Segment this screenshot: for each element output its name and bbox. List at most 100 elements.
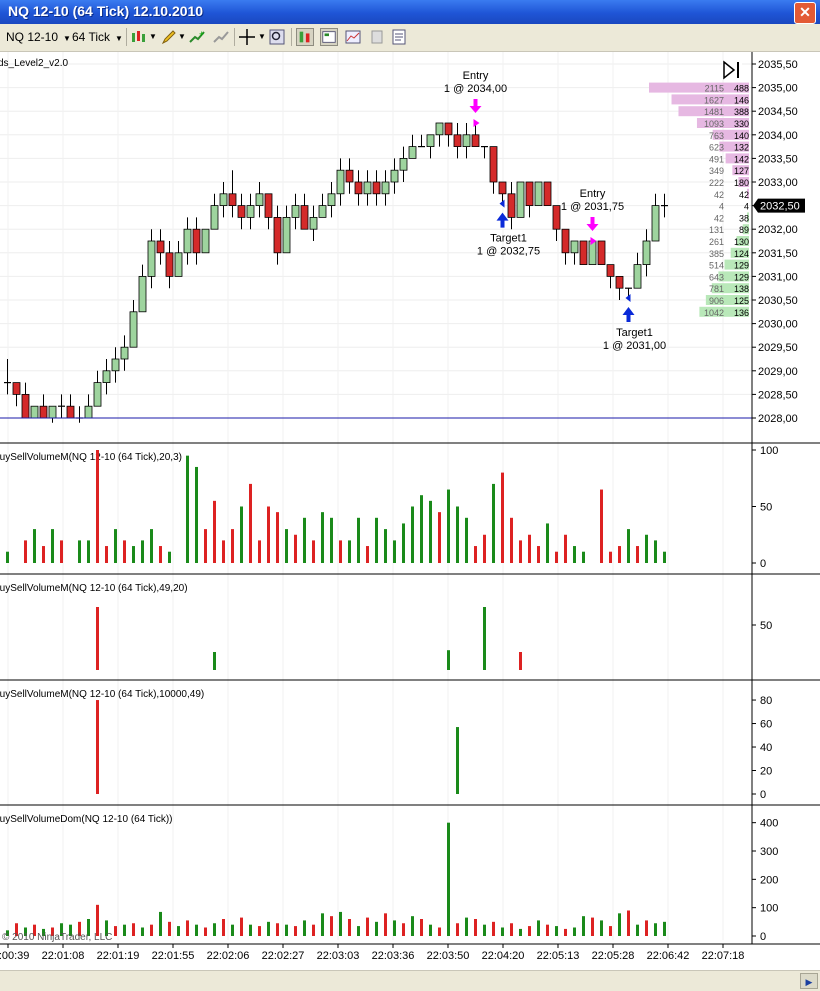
candle: [570, 240, 579, 265]
depth-volume-bar: [711, 283, 749, 294]
chart-toolbar: NQ 12-10 ▼ 64 Tick ▼ ▼ ▼ + ▼: [0, 24, 820, 52]
value-tick-label: 100: [760, 903, 778, 915]
candle-body: [192, 228, 201, 254]
candle: [39, 394, 48, 419]
depth-row: 131 89: [709, 224, 749, 235]
pencil-icon[interactable]: [160, 28, 178, 46]
depth-volume-bar: [747, 212, 749, 223]
bar-type-icon[interactable]: [130, 28, 148, 46]
value-tick-label: 200: [760, 874, 778, 886]
price-tick-label: 2034,00: [758, 130, 798, 142]
candle-body: [237, 205, 246, 218]
volume-bar: [24, 540, 27, 563]
volume-bar: [249, 924, 252, 936]
depth-volume-bar: [718, 271, 749, 282]
chart-trader-icon[interactable]: [296, 28, 314, 46]
depth-row: 623 132: [709, 141, 749, 153]
candle: [561, 228, 570, 265]
depth-size: 4: [744, 202, 749, 212]
candle: [642, 229, 651, 277]
fill-marker-icon: [625, 294, 631, 302]
candle-body: [318, 205, 327, 218]
volume-bar: [303, 517, 306, 563]
depth-volume-bar: [736, 236, 749, 246]
chart-style-icon[interactable]: [344, 28, 362, 46]
candle-body: [381, 181, 390, 195]
chevron-down-icon[interactable]: ▼: [178, 32, 186, 41]
volume-bar: [573, 546, 576, 563]
volume-bar: [618, 546, 621, 563]
data-box-icon[interactable]: [320, 28, 338, 46]
horizontal-scrollbar[interactable]: ▶: [0, 970, 820, 991]
volume-bar: [663, 551, 666, 563]
candle: [156, 229, 165, 265]
depth-row: 385 124: [709, 247, 749, 259]
candle-body: [633, 264, 642, 289]
candle: [4, 359, 11, 395]
close-button[interactable]: ✕: [794, 2, 816, 24]
volume-bar: [375, 517, 378, 563]
candle: [462, 123, 471, 159]
volume-bar: [501, 927, 504, 936]
candle: [93, 370, 102, 407]
instrument-selector[interactable]: NQ 12-10 ▼: [2, 27, 75, 47]
volume-bar: [447, 489, 450, 563]
volume-bar: [78, 921, 81, 936]
volume-bar: [528, 926, 531, 936]
price-tick-label: 2035,00: [758, 83, 798, 95]
window-title-bar: NQ 12-10 (64 Tick) 12.10.2010 ✕: [0, 0, 820, 24]
time-tick-label: 22:01:19: [97, 950, 140, 962]
depth-row: 42 42: [714, 188, 749, 200]
print-icon[interactable]: [368, 28, 386, 46]
price-tick-label: 2032,00: [758, 224, 798, 236]
strategy-icon[interactable]: [212, 28, 230, 46]
volume-bar: [555, 551, 558, 563]
volume-bar: [33, 924, 36, 936]
value-tick-label: 0: [760, 558, 766, 570]
depth-cumulative: 349: [709, 166, 724, 176]
depth-volume-bar: [725, 153, 749, 164]
pin-panel-icon[interactable]: [722, 60, 742, 80]
candle: [129, 300, 138, 348]
depth-cumulative: 781: [709, 284, 724, 294]
zoom-icon[interactable]: [268, 28, 286, 46]
volume-panels: BuySellVolumeM(NQ 12-10 (64 Tick),20,3) B…: [0, 450, 666, 936]
candle-body: [39, 405, 48, 419]
time-tick-label: 22:03:50: [427, 950, 470, 962]
volume-bar: [564, 534, 567, 563]
volume-bar: [303, 920, 306, 936]
volume-bar: [366, 546, 369, 563]
volume-bar: [411, 916, 414, 936]
volume-bar: [195, 924, 198, 936]
candle-body: [336, 169, 345, 195]
volume-bar: [429, 500, 432, 563]
volume-bar: [150, 924, 153, 936]
add-indicator-icon[interactable]: +: [188, 28, 206, 46]
depth-volume-bar: [671, 94, 749, 105]
depth-cumulative: 42: [714, 213, 724, 223]
scroll-right-button[interactable]: ▶: [800, 973, 818, 989]
crosshair-icon[interactable]: [238, 28, 256, 46]
volume-bar: [240, 917, 243, 936]
volume-bar: [141, 540, 144, 563]
candle-body: [12, 382, 21, 395]
volume-bar: [159, 546, 162, 563]
value-tick-label: 40: [760, 742, 772, 754]
interval-selector[interactable]: 64 Tick ▼: [68, 27, 127, 47]
chevron-down-icon: ▼: [115, 34, 123, 43]
volume-bar: [348, 919, 351, 936]
volume-bar: [177, 926, 180, 936]
properties-icon[interactable]: [390, 28, 408, 46]
candle: [534, 181, 543, 207]
depth-row: 1481 388: [678, 106, 749, 117]
volume-bar: [321, 512, 324, 563]
chevron-down-icon[interactable]: ▼: [149, 32, 157, 41]
volume-bar: [519, 928, 522, 936]
depth-row: 349 127: [709, 165, 749, 176]
volume-bar: [240, 506, 243, 563]
chevron-down-icon[interactable]: ▼: [258, 32, 266, 41]
depth-volume-bar: [712, 129, 749, 140]
